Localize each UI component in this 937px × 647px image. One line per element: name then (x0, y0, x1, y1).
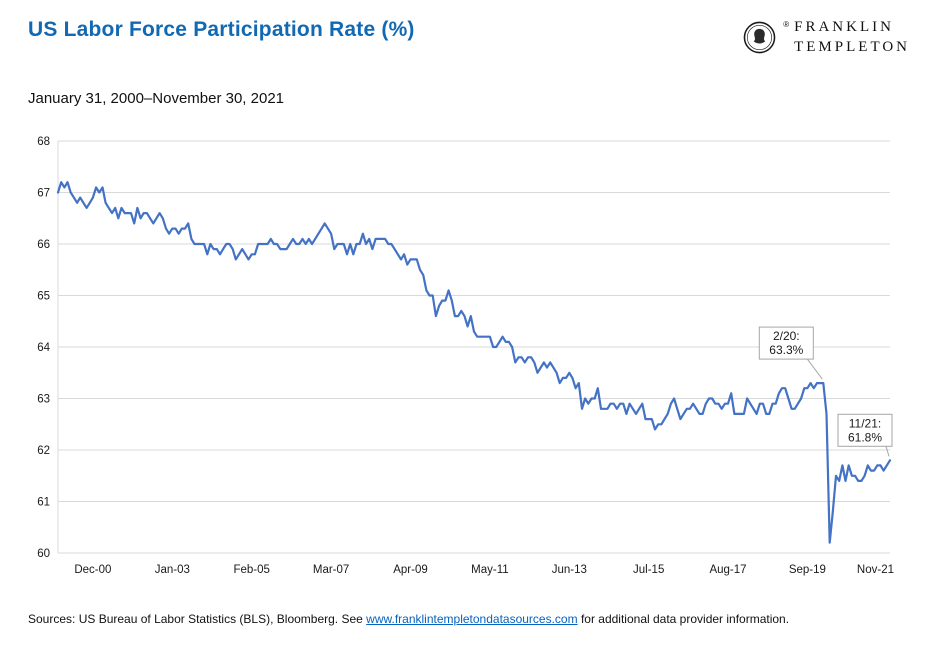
y-tick-label: 62 (37, 445, 50, 457)
lfpr-chart: 60 61 62 63 64 65 66 67 68 Dec-00 Jan-03 Feb-05 Mar-… (28, 133, 910, 600)
y-tick-label: 67 (37, 188, 50, 200)
x-tick-label: Jan-03 (155, 564, 190, 576)
header: US Labor Force Participation Rate (%) ® … (28, 18, 910, 57)
x-tick-label: Apr-09 (393, 564, 428, 576)
annotation-box (837, 413, 893, 447)
date-range-subtitle: January 31, 2000–November 30, 2021 (28, 90, 285, 107)
x-tick-label: Nov-21 (857, 564, 894, 576)
x-tick-label: Feb-05 (233, 564, 269, 576)
x-tick-label: Jul-15 (633, 564, 664, 576)
y-tick-label: 66 (37, 239, 50, 251)
annotation-leader (806, 358, 823, 380)
y-tick-label: 63 (37, 394, 50, 406)
franklin-templeton-logo: ® FRANKLIN TEMPLETON (743, 18, 910, 57)
logo-line-2: TEMPLETON (794, 38, 910, 55)
data-sources-link[interactable]: www.franklintempletondatasources.com (366, 612, 578, 626)
chart-canvas: 60 61 62 63 64 65 66 67 68 Dec-00 Jan-03 Feb-05 Mar-… (37, 136, 894, 576)
x-tick-label: Aug-17 (709, 564, 746, 576)
x-tick-label: May-11 (471, 564, 509, 576)
x-tick-label: Jun-13 (552, 564, 587, 576)
y-tick-label: 68 (37, 136, 50, 148)
y-tick-label: 61 (37, 497, 50, 509)
annotation-label-line2: 61.8% (848, 430, 882, 444)
annotation-label-line2: 63.3% (769, 343, 803, 357)
annotation-leader (885, 446, 890, 457)
logo-wordmark: FRANKLIN TEMPLETON (794, 18, 910, 57)
annotation-box (758, 326, 814, 360)
source-text-prefix: Sources: US Bureau of Labor Statistics (… (28, 612, 367, 626)
y-tick-label: 65 (37, 291, 50, 303)
y-tick-label: 60 (37, 548, 50, 560)
source-text-suffix: for additional data provider information… (577, 612, 790, 626)
chart-title: US Labor Force Participation Rate (%) (28, 18, 415, 41)
y-tick-label: 64 (37, 342, 50, 354)
x-tick-label: Dec-00 (74, 564, 111, 576)
franklin-coin-icon (743, 21, 776, 54)
annotation-label-line1: 2/20: (773, 329, 800, 343)
registered-mark: ® (783, 20, 790, 29)
x-tick-label: Sep-19 (789, 564, 826, 576)
report-page: US Labor Force Participation Rate (%) ® … (28, 18, 910, 626)
logo-line-1: FRANKLIN (794, 19, 894, 35)
lfpr-line (56, 181, 892, 544)
source-note: Sources: US Bureau of Labor Statistics (… (28, 612, 910, 626)
x-tick-label: Mar-07 (313, 564, 349, 576)
annotation-label-line1: 11/21: (849, 416, 881, 430)
